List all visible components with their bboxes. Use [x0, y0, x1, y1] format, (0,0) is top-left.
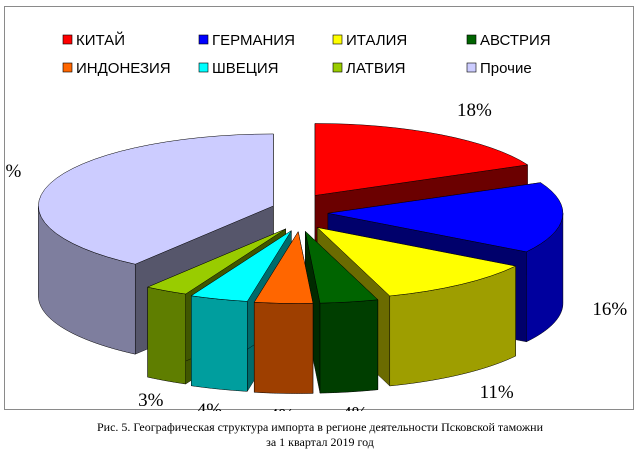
pie-chart: КИТАЙ ГЕРМАНИЯ ИТАЛИЯ АВСТРИЯ ИНДОНЕЗИЯ ШВЕЦИ…: [5, 31, 627, 411]
data-label-8: 40%: [5, 161, 22, 182]
legend-label: ИНДОНЕЗИЯ: [76, 60, 171, 77]
slice-top-face: [304, 230, 379, 304]
slice-top-face: [316, 227, 517, 297]
legend-item-5: ИНДОНЕЗИЯ: [62, 60, 171, 77]
legend-label: ШВЕЦИЯ: [212, 60, 278, 77]
figure-caption: Рис. 5. Географическая структура импорта…: [0, 420, 640, 450]
slice-4: [304, 230, 379, 394]
legend-item-6: ШВЕЦИЯ: [198, 60, 278, 77]
legend-swatch: [198, 34, 209, 45]
caption-line-1: Рис. 5. Географическая структура импорта…: [96, 420, 544, 434]
legend-label: ГЕРМАНИЯ: [212, 32, 295, 49]
slice-top-face: [190, 230, 292, 302]
data-labels: 18% 16% 11% 4% 4% 4% 3% 40%: [5, 100, 627, 411]
legend-swatch: [332, 62, 343, 73]
caption-line-2: за 1 квартал 2019 год: [266, 435, 374, 449]
data-label-4: 4%: [342, 404, 368, 411]
legend-swatch: [332, 34, 343, 45]
data-label-6: 4%: [197, 400, 223, 411]
legend-item-2: ГЕРМАНИЯ: [198, 32, 295, 49]
slice-top-face: [253, 230, 314, 304]
legend-item-3: ИТАЛИЯ: [332, 32, 407, 49]
data-label-3: 11%: [480, 382, 514, 403]
legend-label: ИТАЛИЯ: [346, 32, 407, 49]
slice-top-face: [146, 228, 286, 295]
legend-swatch: [466, 62, 477, 73]
legend-swatch: [198, 62, 209, 73]
chart-legend: КИТАЙ ГЕРМАНИЯ ИТАЛИЯ АВСТРИЯ ИНДОНЕЗИЯ ШВЕЦИ…: [62, 31, 551, 77]
data-label-5: 4%: [269, 405, 295, 411]
data-label-2: 16%: [592, 299, 627, 320]
legend-swatch: [62, 34, 73, 45]
slice-top-face: [314, 123, 529, 196]
slice-outer-wall: [191, 295, 248, 392]
legend-label: Прочие: [480, 60, 532, 77]
slice-top-face: [38, 133, 274, 265]
slice-outer-wall: [319, 299, 379, 394]
data-label-7: 3%: [138, 390, 164, 411]
legend-label: АВСТРИЯ: [480, 32, 551, 49]
legend-swatch: [62, 62, 73, 73]
slice-5: [253, 230, 314, 394]
legend-item-1: КИТАЙ: [62, 31, 125, 49]
legend-label: ЛАТВИЯ: [346, 60, 405, 77]
pie-slices: [38, 123, 564, 394]
slice-top-face: [327, 182, 564, 253]
legend-item-7: ЛАТВИЯ: [332, 60, 405, 77]
legend-item-4: АВСТРИЯ: [466, 32, 551, 49]
chart-frame: КИТАЙ ГЕРМАНИЯ ИТАЛИЯ АВСТРИЯ ИНДОНЕЗИЯ ШВЕЦИ…: [4, 6, 634, 411]
data-label-1: 18%: [457, 100, 492, 121]
slice-outer-wall: [253, 302, 314, 394]
legend-label: КИТАЙ: [76, 31, 125, 49]
legend-item-8: Прочие: [466, 60, 532, 77]
legend-swatch: [466, 34, 477, 45]
slice-outer-wall: [147, 286, 186, 385]
